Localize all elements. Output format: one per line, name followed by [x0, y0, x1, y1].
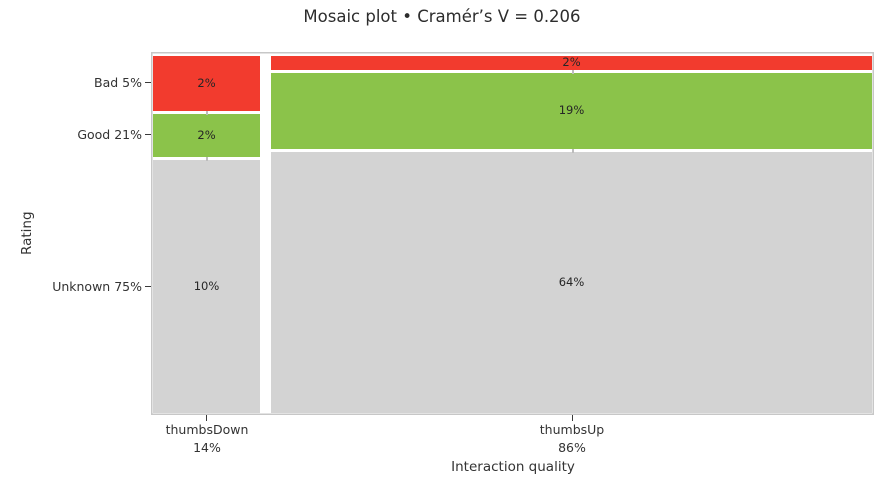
x-tick-mark-thumbsDown — [206, 415, 208, 421]
y-tick-label-bad: Bad 5% — [94, 75, 142, 90]
y-axis-label: Rating — [19, 211, 35, 255]
x-tick-label-thumbsUp: thumbsUp 86% — [472, 421, 672, 457]
x-tick-category: thumbsDown — [165, 422, 249, 437]
cell-thumbsUp-good: 19% — [271, 73, 872, 149]
y-tick-mark-good — [145, 134, 151, 136]
cell-value-thumbsDown-unknown: 10% — [193, 278, 220, 293]
cell-boundary-tick — [206, 157, 208, 161]
y-tick-mark-unknown — [145, 286, 151, 288]
cell-thumbsUp-unknown: 64% — [271, 152, 872, 413]
y-tick-label-unknown: Unknown 75% — [52, 279, 142, 294]
cell-value-thumbsUp-unknown: 64% — [558, 274, 585, 289]
x-tick-share: 86% — [558, 440, 586, 455]
cell-thumbsDown-unknown: 10% — [153, 160, 260, 413]
cell-value-thumbsUp-good: 19% — [558, 103, 585, 118]
x-tick-label-thumbsDown: thumbsDown 14% — [107, 421, 307, 457]
y-tick-label-good: Good 21% — [77, 127, 142, 142]
cell-value-thumbsUp-bad: 2% — [562, 55, 581, 70]
cell-boundary-tick — [206, 111, 208, 115]
cell-boundary-tick — [572, 69, 574, 74]
cell-value-thumbsDown-bad: 2% — [197, 75, 216, 90]
x-tick-category: thumbsUp — [539, 422, 605, 437]
x-axis-label: Interaction quality — [451, 459, 575, 475]
plot-area: 2% 2% 10% 2% 19% 64% — [151, 52, 874, 415]
cell-value-thumbsDown-good: 2% — [197, 127, 216, 142]
cell-boundary-tick — [572, 149, 574, 153]
x-tick-mark-thumbsUp — [571, 415, 573, 421]
chart-title: Mosaic plot • Cramér’s V = 0.206 — [303, 7, 581, 26]
cell-thumbsUp-bad: 2% — [271, 56, 872, 70]
cell-thumbsDown-good: 2% — [153, 114, 260, 157]
x-tick-share: 14% — [193, 440, 221, 455]
cell-thumbsDown-bad: 2% — [153, 56, 260, 111]
y-tick-mark-bad — [145, 82, 151, 84]
